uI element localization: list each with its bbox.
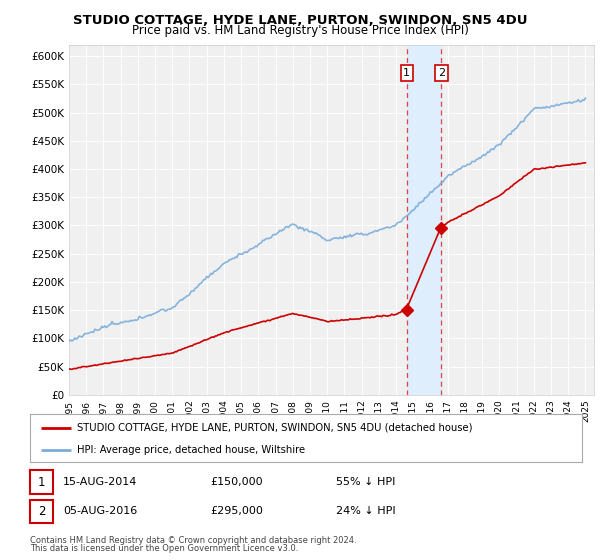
Text: STUDIO COTTAGE, HYDE LANE, PURTON, SWINDON, SN5 4DU: STUDIO COTTAGE, HYDE LANE, PURTON, SWIND…	[73, 14, 527, 27]
Text: 15-AUG-2014: 15-AUG-2014	[63, 477, 137, 487]
Text: 2: 2	[38, 505, 45, 518]
Text: 2: 2	[437, 68, 445, 78]
Text: £150,000: £150,000	[210, 477, 263, 487]
Text: 05-AUG-2016: 05-AUG-2016	[63, 506, 137, 516]
Text: STUDIO COTTAGE, HYDE LANE, PURTON, SWINDON, SN5 4DU (detached house): STUDIO COTTAGE, HYDE LANE, PURTON, SWIND…	[77, 423, 472, 433]
Text: 1: 1	[403, 68, 410, 78]
Text: This data is licensed under the Open Government Licence v3.0.: This data is licensed under the Open Gov…	[30, 544, 298, 553]
Bar	[407, 45, 441, 395]
Text: £295,000: £295,000	[210, 506, 263, 516]
Text: 1: 1	[38, 475, 45, 489]
Text: Price paid vs. HM Land Registry's House Price Index (HPI): Price paid vs. HM Land Registry's House …	[131, 24, 469, 37]
Text: 24% ↓ HPI: 24% ↓ HPI	[336, 506, 395, 516]
Text: Contains HM Land Registry data © Crown copyright and database right 2024.: Contains HM Land Registry data © Crown c…	[30, 536, 356, 545]
Text: 55% ↓ HPI: 55% ↓ HPI	[336, 477, 395, 487]
Text: HPI: Average price, detached house, Wiltshire: HPI: Average price, detached house, Wilt…	[77, 445, 305, 455]
